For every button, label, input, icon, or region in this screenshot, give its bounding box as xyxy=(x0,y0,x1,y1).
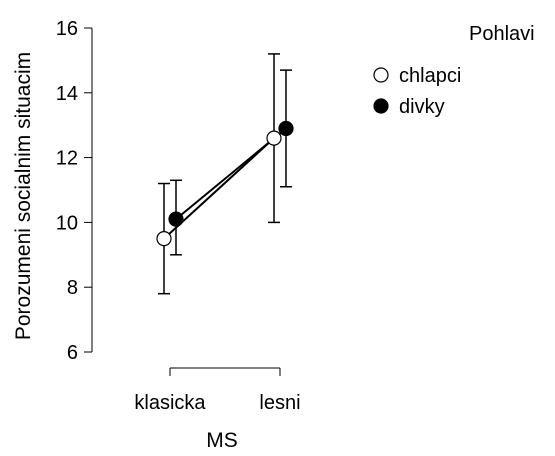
legend-label-divky: divky xyxy=(399,96,445,118)
x-axis-label: MS xyxy=(206,429,238,452)
x-tick-label: klasicka xyxy=(134,392,206,414)
y-tick-label: 14 xyxy=(56,83,78,105)
legend-title: Pohlavi xyxy=(469,23,535,45)
x-tick-label: lesni xyxy=(259,392,300,414)
legend-marker-chlapci xyxy=(373,67,389,83)
y-axis: 6 8 10 12 14 16 xyxy=(56,18,93,364)
y-tick-label: 16 xyxy=(56,18,78,40)
data-point-divky xyxy=(278,120,294,137)
x-axis: klasicka lesni xyxy=(134,367,301,414)
legend-label-chlapci: chlapci xyxy=(399,65,461,87)
series-line-divky xyxy=(175,127,287,220)
y-tick-label: 12 xyxy=(56,148,78,170)
data-point-chlapci xyxy=(156,231,172,247)
legend: Pohlavi chlapci divky xyxy=(373,23,535,118)
data-point-chlapci xyxy=(266,130,282,146)
legend-marker-divky xyxy=(373,98,389,114)
series-layer xyxy=(156,53,294,295)
y-tick-label: 10 xyxy=(56,212,78,234)
y-tick-label: 8 xyxy=(67,277,78,299)
y-tick-label: 6 xyxy=(67,342,78,364)
data-point-divky xyxy=(168,211,184,227)
y-axis-label: Porozumeni socialnim situacim xyxy=(12,52,35,340)
